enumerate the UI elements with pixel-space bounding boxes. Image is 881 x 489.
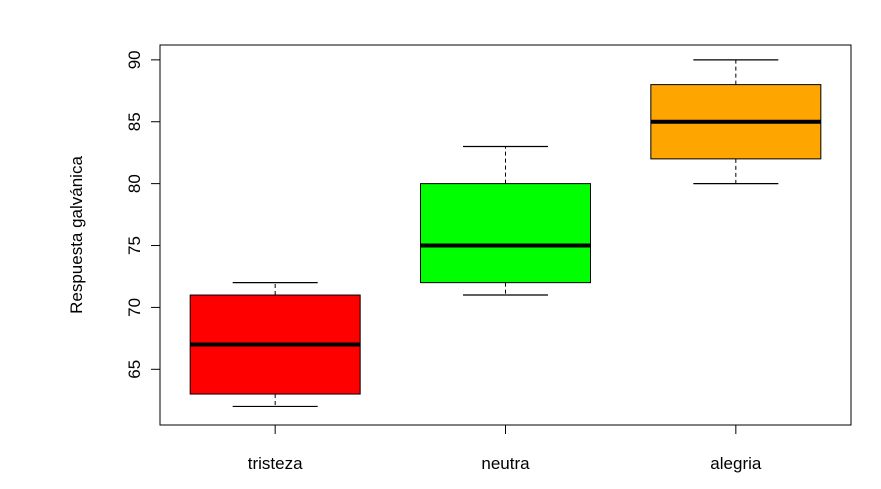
x-tick-label-neutra: neutra [481,454,530,473]
plot-area: 65 70 75 80 85 90 tristeza neutra alegria [125,44,852,473]
x-tick-label-tristeza: tristeza [248,454,303,473]
y-tick-label-75: 75 [125,236,144,255]
y-tick-label-80: 80 [125,174,144,193]
y-tick-label-70: 70 [125,298,144,317]
y-tick-label-90: 90 [125,50,144,69]
box-neutra [420,183,591,284]
y-tick-label-85: 85 [125,112,144,131]
y-axis-label: Respuesta galvánica [67,156,86,314]
x-tick-label-alegria: alegria [710,454,762,473]
y-tick-label-65: 65 [125,360,144,379]
